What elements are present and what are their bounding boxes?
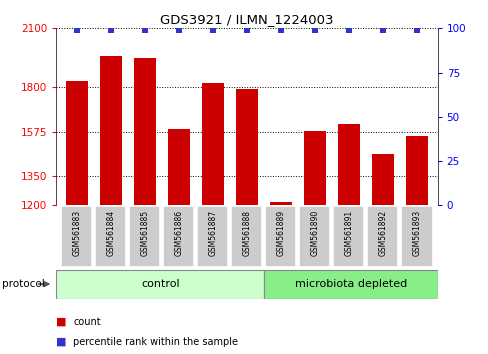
Text: GSM561885: GSM561885 <box>140 210 149 256</box>
Bar <box>95 206 126 267</box>
Point <box>208 27 216 33</box>
Text: GSM561890: GSM561890 <box>310 210 319 256</box>
Bar <box>202 84 224 354</box>
Title: GDS3921 / ILMN_1224003: GDS3921 / ILMN_1224003 <box>160 13 333 26</box>
Bar <box>400 206 432 267</box>
Text: ■: ■ <box>56 337 66 347</box>
Text: GSM561891: GSM561891 <box>344 210 353 256</box>
Point <box>310 27 318 33</box>
Point <box>412 27 420 33</box>
Bar <box>56 270 264 298</box>
Text: percentile rank within the sample: percentile rank within the sample <box>73 337 238 347</box>
Point <box>141 27 148 33</box>
Text: ■: ■ <box>56 317 66 327</box>
Text: GSM561887: GSM561887 <box>208 210 217 256</box>
Bar <box>264 270 437 298</box>
Text: GSM561889: GSM561889 <box>276 210 285 256</box>
Bar <box>235 89 258 354</box>
Point <box>345 27 352 33</box>
Bar <box>163 206 194 267</box>
Text: GSM561883: GSM561883 <box>72 210 81 256</box>
Text: control: control <box>141 279 179 289</box>
Bar <box>371 154 393 354</box>
Bar <box>366 206 398 267</box>
Bar <box>230 206 262 267</box>
Bar <box>264 206 296 267</box>
Bar <box>332 206 364 267</box>
Text: GSM561892: GSM561892 <box>378 210 387 256</box>
Bar <box>299 206 330 267</box>
Text: protocol: protocol <box>2 279 45 289</box>
Bar <box>133 58 156 354</box>
Point <box>243 27 250 33</box>
Text: microbiota depleted: microbiota depleted <box>294 279 407 289</box>
Text: GSM561893: GSM561893 <box>412 210 421 256</box>
Text: count: count <box>73 317 101 327</box>
Text: GSM561888: GSM561888 <box>242 210 251 256</box>
Point <box>175 27 183 33</box>
Bar <box>100 56 122 354</box>
Bar <box>197 206 228 267</box>
Bar <box>61 206 92 267</box>
Text: GSM561886: GSM561886 <box>174 210 183 256</box>
Bar <box>304 131 325 354</box>
Bar <box>269 202 291 354</box>
Bar <box>167 129 189 354</box>
Point <box>379 27 386 33</box>
Bar <box>65 81 87 354</box>
Point <box>106 27 114 33</box>
Bar <box>337 124 360 354</box>
Text: GSM561884: GSM561884 <box>106 210 115 256</box>
Point <box>277 27 285 33</box>
Bar <box>406 136 427 354</box>
Point <box>73 27 81 33</box>
Bar <box>128 206 160 267</box>
